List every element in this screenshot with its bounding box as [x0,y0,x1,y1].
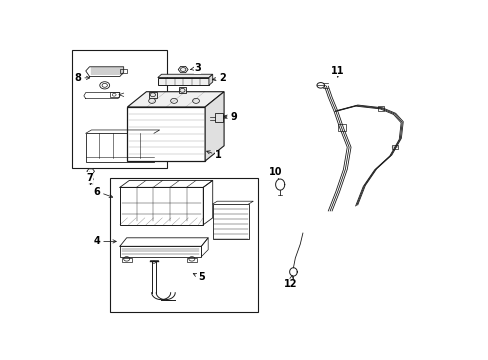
Bar [148,92,157,98]
Bar [122,258,131,262]
Bar [179,87,185,93]
Bar [214,113,223,122]
Polygon shape [127,92,224,107]
Bar [110,177,258,312]
Bar [127,107,205,161]
Text: 4: 4 [94,237,116,246]
Bar [378,106,384,111]
Text: 6: 6 [94,186,112,198]
Bar [120,187,203,225]
Bar [72,50,167,168]
Circle shape [170,98,177,103]
Bar [212,204,248,239]
Bar [120,69,126,73]
Text: 12: 12 [283,275,297,289]
Text: 8: 8 [75,73,89,83]
Bar [120,246,201,257]
Text: 2: 2 [212,73,225,83]
Bar [85,133,154,162]
Bar [186,258,196,262]
Bar [109,92,119,97]
Circle shape [148,98,155,103]
Text: 10: 10 [268,167,282,178]
Polygon shape [205,92,224,161]
Text: 11: 11 [330,66,344,77]
Bar [391,145,397,149]
Text: 9: 9 [224,112,237,122]
Polygon shape [208,74,212,85]
Text: 5: 5 [193,273,204,283]
Bar [337,125,346,131]
Text: 3: 3 [190,63,201,73]
Text: 1: 1 [206,150,222,161]
Text: 7: 7 [86,172,93,183]
Bar [158,77,208,85]
Circle shape [192,98,199,103]
Polygon shape [158,74,212,77]
